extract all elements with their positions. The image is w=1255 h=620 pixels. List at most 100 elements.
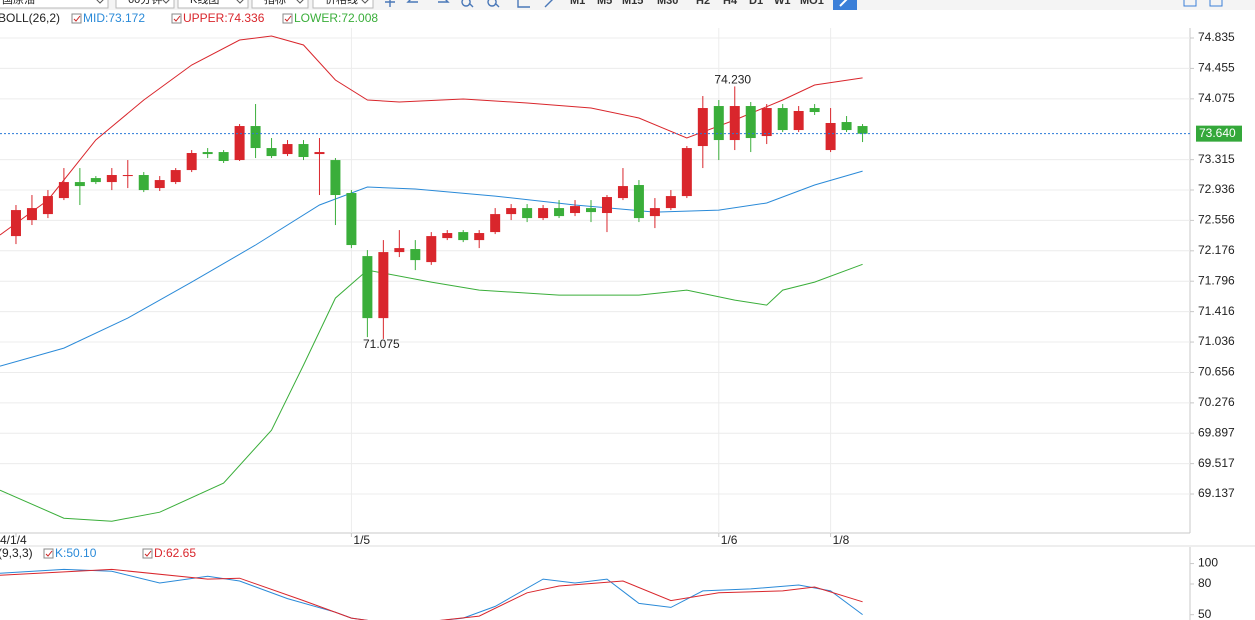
legend-entry: BOLL(26,2) (0, 11, 60, 25)
timeframe-button[interactable]: D1 (749, 0, 763, 7)
y-tick-label: 69.517 (1198, 456, 1235, 470)
timeframe-button[interactable]: M15 (622, 0, 643, 7)
candle-body (26, 208, 37, 221)
legend-checkbox[interactable] (282, 13, 293, 24)
candle-body (394, 248, 405, 253)
tool-icon[interactable] (487, 0, 500, 8)
candle-body (122, 175, 133, 177)
legend-check (173, 15, 181, 22)
dropdown-arrow (361, 0, 369, 4)
candle-body (138, 175, 149, 191)
tool-icon[interactable] (438, 0, 450, 3)
candle-body (586, 208, 597, 213)
candle-body (378, 252, 389, 319)
legend-checkbox[interactable] (171, 13, 182, 24)
candle-body (10, 210, 21, 237)
candle-body (362, 256, 373, 319)
dropdown[interactable]: 指标 (251, 0, 309, 9)
window-button[interactable] (1209, 0, 1223, 7)
candle-body (665, 196, 676, 209)
tool-icon[interactable] (544, 0, 555, 8)
link-button[interactable] (833, 0, 857, 10)
timeframe-button[interactable]: MO1 (800, 0, 824, 7)
y-tick-label: 72.936 (1198, 182, 1235, 196)
timeframe-button[interactable]: M1 (570, 0, 585, 7)
last-price-label: 73.640 (1199, 126, 1236, 140)
candle-body (825, 122, 836, 151)
y-tick-label: 50 (1198, 607, 1212, 620)
tool-icon[interactable] (385, 0, 395, 7)
y-tick-label: 69.137 (1198, 486, 1235, 500)
candle-body (330, 160, 341, 196)
x-tick-label: 1/6 (721, 533, 738, 547)
toolbar-bg (0, 0, 1255, 10)
candle-body (346, 193, 357, 246)
tool-icon[interactable] (461, 0, 474, 8)
last-price-box (1196, 125, 1242, 142)
legend-checkbox[interactable] (142, 548, 153, 559)
dropdown-box (177, 0, 249, 9)
y-tick-label: 74.835 (1198, 30, 1235, 44)
timeframe-button[interactable]: M30 (657, 0, 678, 7)
legend-entry: LOWER:72.008 (294, 11, 378, 25)
candle-body (266, 148, 277, 157)
legend-entry: D:62.65 (154, 546, 196, 560)
y-tick-label: 71.796 (1198, 273, 1235, 287)
dropdown-arrow (236, 0, 244, 4)
y-tick-label: 80 (1198, 576, 1212, 590)
extreme-label: 71.075 (363, 337, 400, 351)
candle-body (713, 106, 724, 141)
candle-body (426, 236, 437, 263)
tool-icon[interactable] (517, 0, 530, 8)
kd-panel: 100 80 50 (9,3,3) K:50.10 D:62.65 (0, 546, 1218, 620)
candle-body (681, 148, 692, 197)
candle-body (250, 126, 261, 149)
dropdown[interactable]: 价格线 (312, 0, 374, 9)
dropdown-box (251, 0, 309, 9)
x-tick-label: 4/1/4 (0, 533, 27, 547)
candle-body (186, 153, 197, 171)
timeframe-button[interactable]: W1 (774, 0, 791, 7)
y-tick-label: 70.656 (1198, 365, 1235, 379)
window-button[interactable] (1183, 0, 1197, 7)
tool-icon[interactable] (406, 0, 418, 3)
candle-body (570, 206, 581, 214)
legend-checkbox[interactable] (43, 548, 54, 559)
candle-body (506, 208, 517, 215)
legend-entry: (9,3,3) (0, 546, 33, 560)
main-panel: 74.835 74.455 74.075 73.315 72.936 72.556 72.1… (0, 11, 1242, 547)
y-tick-label: 72.556 (1198, 213, 1235, 227)
candle-body (729, 106, 740, 141)
kd-plot-area (0, 568, 863, 620)
candle-body (442, 233, 453, 239)
timeframe-button[interactable]: M5 (597, 0, 612, 7)
indicator-line (0, 170, 863, 367)
timeframe-button[interactable]: H4 (723, 0, 738, 7)
plot-area: 74.230 71.075 (0, 35, 1190, 522)
y-tick-label: 71.036 (1198, 334, 1235, 348)
dropdown[interactable]: K线图 (177, 0, 249, 9)
timeframe-button[interactable]: H2 (696, 0, 710, 7)
dropdown[interactable]: 60分钟 (115, 0, 175, 9)
dropdown[interactable]: 国原油 (0, 0, 109, 9)
candle-body (410, 249, 421, 261)
legend-checkbox[interactable] (71, 13, 82, 24)
candle-body (841, 122, 852, 131)
indicator-line (0, 263, 863, 522)
indicator-line (0, 568, 863, 620)
candle-body (458, 232, 469, 241)
candle-body (474, 233, 485, 241)
candle-body (633, 185, 644, 219)
candle-body (617, 186, 628, 199)
candle-body (42, 196, 53, 215)
y-tick-label: 70.276 (1198, 395, 1235, 409)
legend-check (45, 550, 53, 557)
x-tick-label: 1/8 (833, 533, 850, 547)
dropdown-arrow (96, 0, 104, 4)
legend-entry: MID:73.172 (83, 11, 145, 25)
y-tick-label: 73.315 (1198, 152, 1235, 166)
dropdown-label: 60分钟 (128, 0, 162, 6)
candle-body (202, 152, 213, 155)
candle-body (154, 180, 165, 189)
